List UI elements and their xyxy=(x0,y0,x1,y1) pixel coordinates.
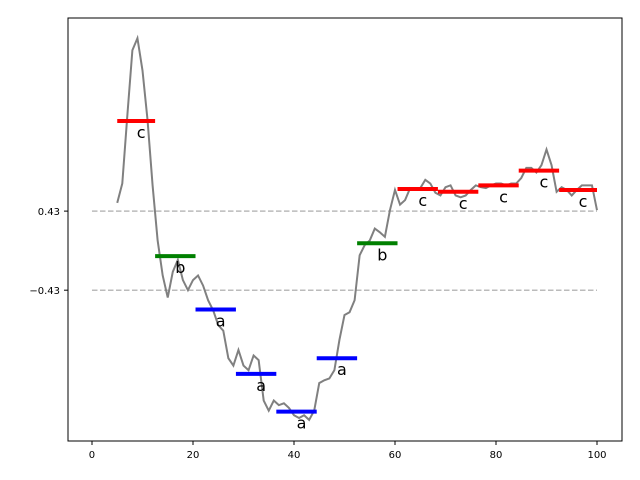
x-tick-label: 40 xyxy=(288,450,301,461)
x-tick-label: 100 xyxy=(587,450,606,461)
segment-symbol: c xyxy=(459,194,468,213)
series-line xyxy=(116,34,598,422)
segment-symbol: a xyxy=(337,360,347,379)
segment-symbol: c xyxy=(137,123,146,142)
y-tick-label: 0.43 xyxy=(38,207,60,218)
segment-symbol: a xyxy=(256,376,266,395)
segment-symbol: a xyxy=(216,312,226,331)
x-tick-label: 60 xyxy=(389,450,402,461)
y-tick-label: −0.43 xyxy=(29,286,60,297)
x-tick-label: 20 xyxy=(187,450,200,461)
segment-symbol: c xyxy=(418,191,427,210)
plot-frame xyxy=(67,17,623,442)
segment-symbol: a xyxy=(297,414,307,433)
segment-symbol: c xyxy=(499,187,508,206)
x-tick-label: 0 xyxy=(89,450,95,461)
segment-symbol: c xyxy=(579,192,588,211)
x-tick-label: 80 xyxy=(490,450,503,461)
segment-symbol: b xyxy=(175,258,185,277)
segment-symbol: b xyxy=(377,245,387,264)
segment-symbol: c xyxy=(540,173,549,192)
